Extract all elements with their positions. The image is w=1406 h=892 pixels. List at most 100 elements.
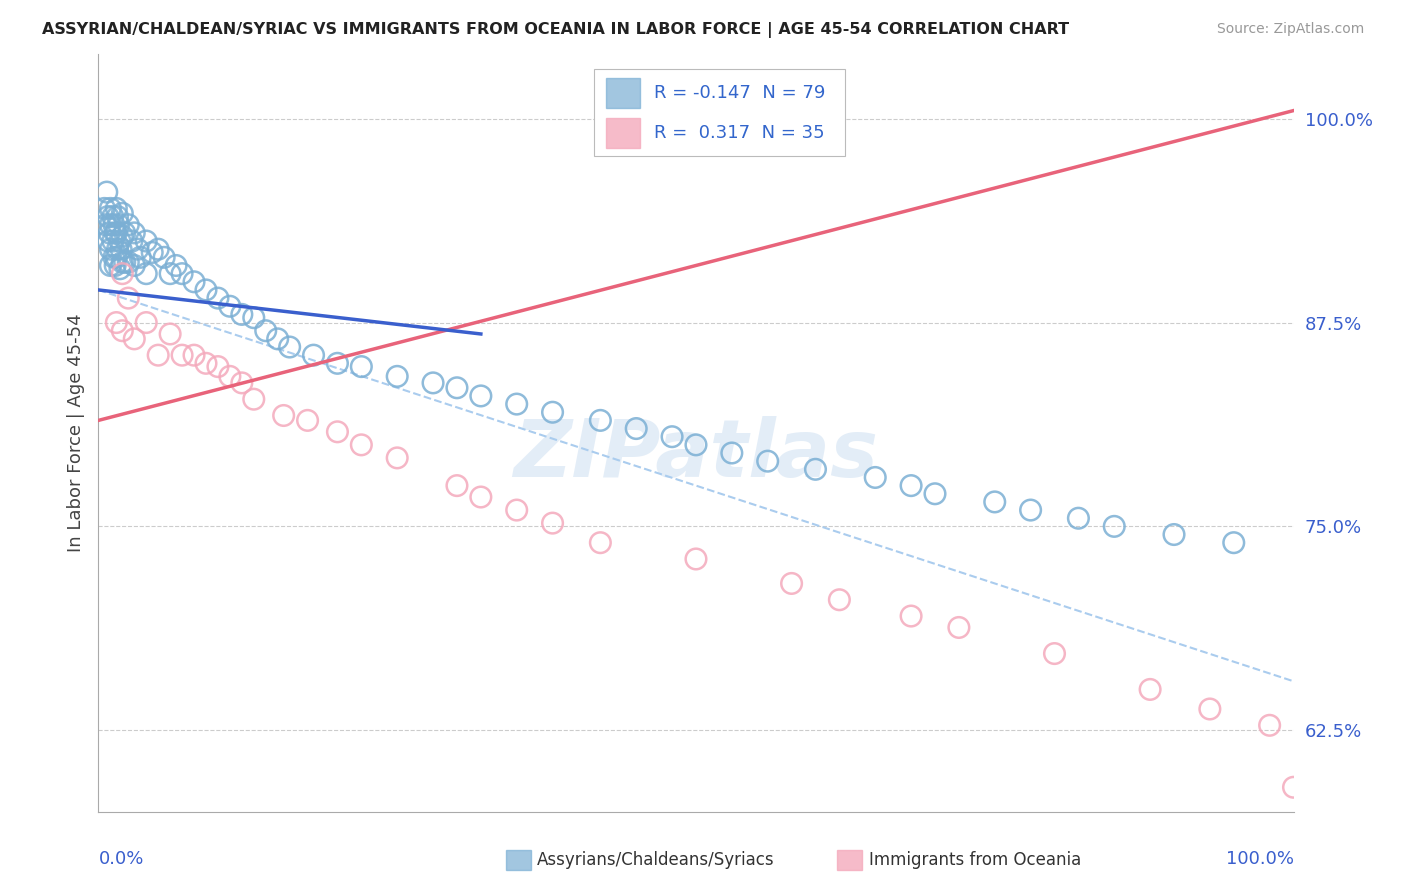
Point (96, 185, 118, 199)
Point (1043, 647, 1066, 661)
Point (195, 356, 218, 370)
Point (104, 226, 127, 240)
Point (135, 234, 157, 248)
Point (117, 291, 139, 305)
Point (297, 413, 319, 427)
Point (1163, 527, 1185, 541)
Point (828, 592, 851, 607)
Point (278, 340, 301, 354)
Y-axis label: In Labor Force | Age 45-54: In Labor Force | Age 45-54 (66, 313, 84, 552)
Point (111, 267, 134, 281)
Text: R = -0.147  N = 79: R = -0.147 N = 79 (654, 84, 825, 102)
Point (219, 299, 242, 313)
Point (661, 430, 683, 444)
Point (159, 267, 181, 281)
Text: Immigrants from Oceania: Immigrants from Oceania (869, 851, 1081, 869)
Point (207, 359, 229, 374)
Point (101, 234, 124, 248)
Point (127, 242, 149, 256)
Point (93, 202, 115, 216)
Point (506, 503, 529, 517)
Point (135, 316, 157, 330)
Point (159, 326, 181, 341)
Point (121, 234, 143, 248)
Point (1258, 718, 1281, 732)
Point (1199, 702, 1222, 716)
Point (685, 438, 707, 452)
Point (756, 454, 779, 468)
Point (207, 291, 229, 305)
Point (589, 413, 612, 427)
Point (924, 487, 946, 501)
Point (111, 229, 134, 244)
Text: Assyrians/Chaldeans/Syriacs: Assyrians/Chaldeans/Syriacs (537, 851, 775, 869)
Point (231, 376, 253, 390)
Point (101, 210, 124, 224)
Point (267, 332, 290, 346)
Point (589, 535, 612, 549)
Point (98, 218, 122, 232)
Point (107, 218, 129, 232)
Point (98, 259, 122, 273)
Point (117, 218, 139, 232)
Point (108, 234, 131, 248)
Text: R =  0.317  N = 35: R = 0.317 N = 35 (654, 124, 825, 142)
Point (107, 242, 129, 256)
Point (98, 226, 121, 240)
Point (302, 348, 325, 362)
Point (117, 255, 139, 269)
Point (97, 234, 120, 248)
Point (165, 259, 187, 273)
Bar (606, 118, 640, 148)
Point (326, 425, 349, 439)
Point (172, 348, 194, 362)
Point (685, 552, 707, 566)
Point (385, 450, 409, 465)
Text: 100.0%: 100.0% (1226, 849, 1294, 868)
Point (94, 218, 117, 232)
Point (110, 242, 132, 256)
Point (97, 210, 120, 224)
Point (105, 250, 128, 264)
Point (1019, 503, 1042, 517)
Point (350, 438, 373, 452)
Point (111, 324, 134, 338)
Text: 0.0%: 0.0% (98, 849, 143, 868)
Point (148, 348, 170, 362)
FancyBboxPatch shape (595, 69, 845, 156)
Point (721, 446, 744, 460)
Text: ZIPatlas: ZIPatlas (513, 417, 879, 494)
Point (231, 307, 253, 321)
Point (148, 242, 170, 256)
Point (153, 250, 176, 264)
Point (900, 478, 922, 492)
Point (243, 310, 266, 325)
Point (948, 620, 970, 634)
Point (350, 359, 373, 374)
Point (626, 421, 648, 435)
Point (107, 210, 129, 224)
Point (98, 202, 122, 216)
Point (865, 470, 887, 484)
Point (111, 255, 134, 269)
Point (243, 392, 266, 407)
Point (804, 462, 827, 476)
Point (103, 250, 125, 264)
Point (1104, 519, 1126, 533)
Point (111, 206, 134, 220)
Point (506, 397, 529, 411)
Point (172, 267, 194, 281)
Point (541, 405, 564, 419)
Point (326, 356, 349, 370)
Point (135, 267, 157, 281)
Point (385, 369, 409, 384)
Point (114, 255, 136, 269)
Point (1223, 535, 1246, 549)
Point (114, 226, 136, 240)
Point (124, 226, 146, 240)
Point (124, 259, 146, 273)
Point (780, 576, 803, 591)
Point (541, 516, 564, 530)
Point (124, 332, 146, 346)
Point (103, 218, 125, 232)
